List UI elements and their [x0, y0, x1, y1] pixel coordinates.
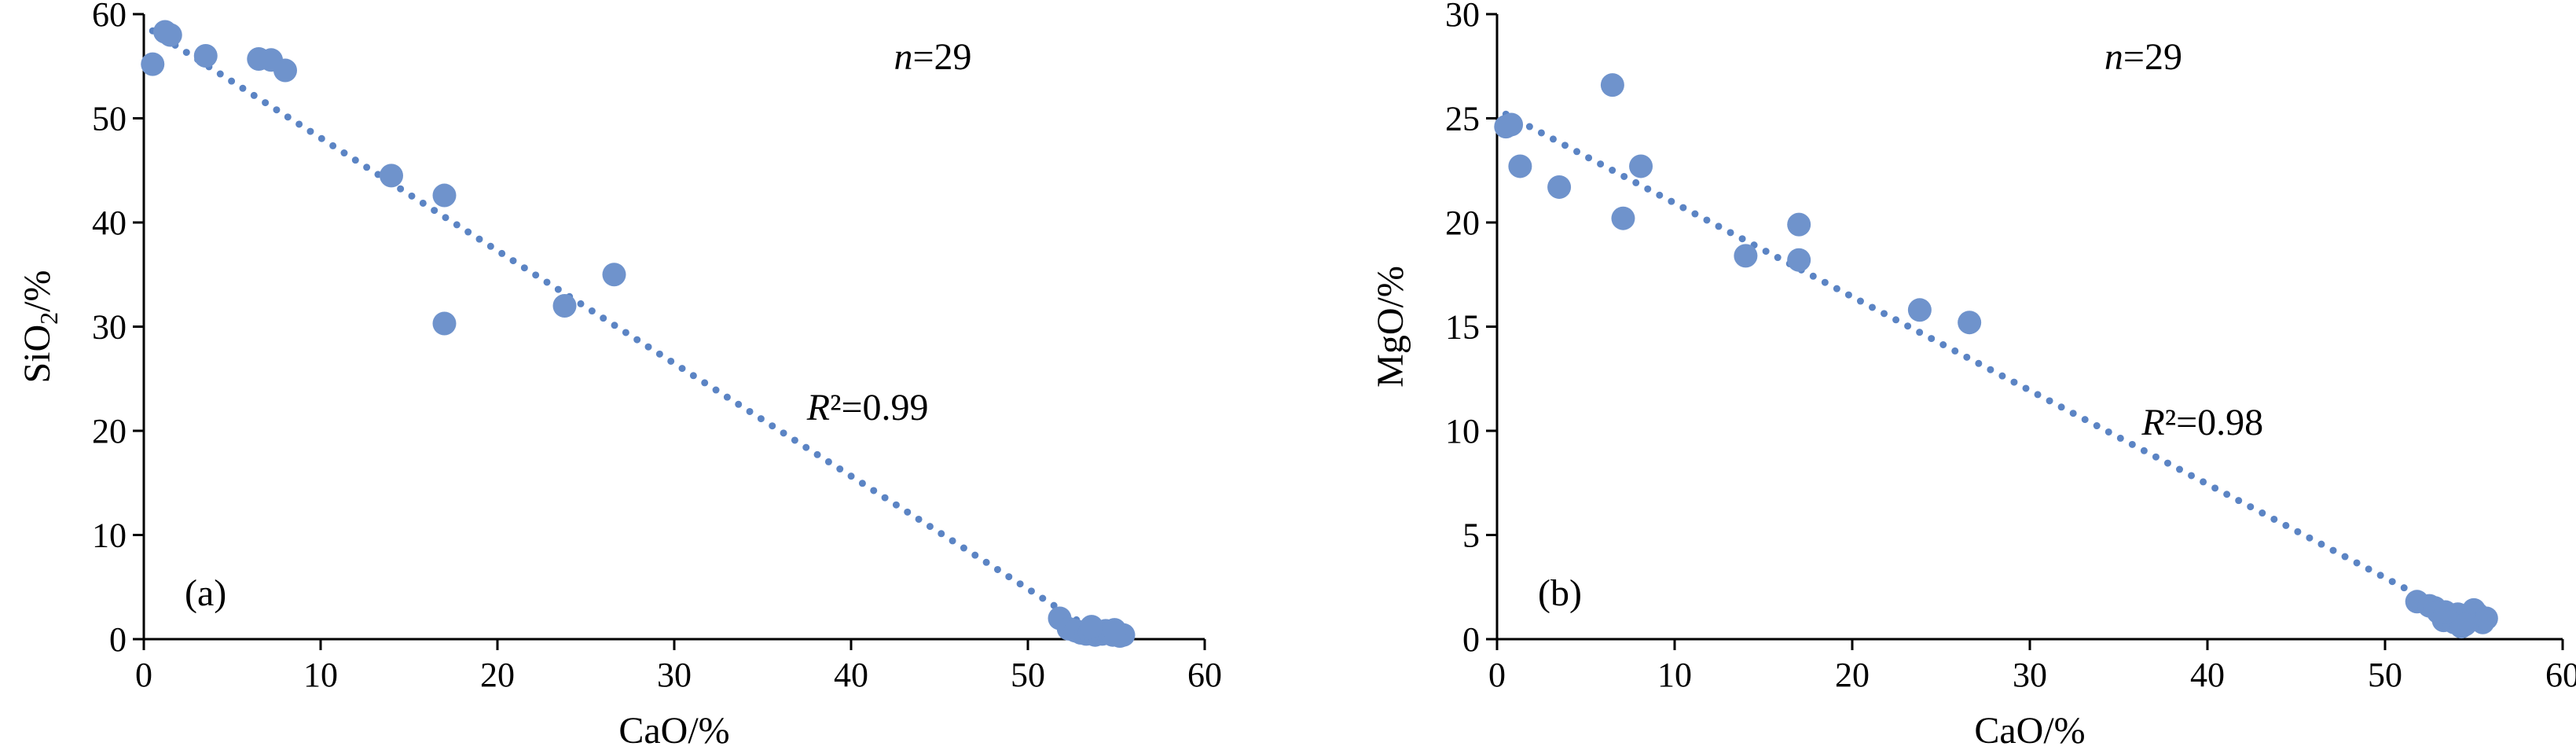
n-annotation: n=29	[894, 36, 971, 78]
y-tick-label: 20	[1445, 204, 1480, 242]
data-point	[1611, 206, 1635, 230]
x-tick-label: 20	[1835, 656, 1870, 694]
y-tick-label: 10	[1445, 412, 1480, 450]
data-point	[1103, 618, 1127, 642]
trendline	[149, 27, 1103, 638]
y-tick-label: 30	[1445, 0, 1480, 34]
y-tick-label: 40	[92, 204, 127, 242]
data-point	[552, 294, 577, 318]
x-tick-label: 50	[2368, 656, 2402, 694]
data-point	[2433, 600, 2457, 624]
y-tick-label: 60	[92, 0, 127, 34]
x-tick-label: 30	[657, 656, 692, 694]
x-tick-label: 0	[1488, 656, 1506, 694]
panel-label: (a)	[185, 572, 226, 614]
y-tick-label: 20	[92, 412, 127, 450]
x-tick-label: 10	[1657, 656, 1692, 694]
data-point	[141, 52, 165, 76]
data-point	[193, 44, 218, 68]
chart-a-svg: 0 10 20 30 40 50 60 0 10 20 30 40 50 60 CaO/% SiO2/% n=2…	[17, 0, 1222, 750]
x-tick-label: 0	[135, 656, 152, 694]
data-point	[1600, 73, 1624, 97]
data-point	[1907, 298, 1932, 322]
y-tick-label: 0	[109, 620, 127, 659]
data-point	[1787, 212, 1811, 237]
n-annotation: n=29	[2104, 36, 2182, 78]
y-tick-label: 15	[1445, 308, 1480, 347]
x-tick-label: 40	[834, 656, 868, 694]
data-point	[1508, 154, 1532, 178]
panel-label: (b)	[1538, 572, 1582, 614]
chart-panel-a: 0 10 20 30 40 50 60 0 10 20 30 40 50 60 CaO/% SiO2/% n=2…	[17, 0, 1222, 750]
chart-b-svg: 0 5 10 15 20 25 30 0 10 20 30 40 50 60 CaO/% MgO/% n=29 R…	[1370, 0, 2576, 750]
y-tick-label: 10	[92, 517, 127, 555]
trendline	[1502, 110, 2478, 628]
data-point	[380, 164, 403, 188]
data-point	[1958, 311, 1982, 335]
x-tick-label: 60	[2545, 656, 2576, 694]
x-tick-label: 30	[2013, 656, 2047, 694]
y-tick-label: 50	[92, 100, 127, 138]
data-point	[1629, 154, 1653, 178]
y-tick-label: 5	[1462, 517, 1480, 555]
data-point	[273, 58, 297, 83]
x-axis-title: CaO/%	[618, 710, 729, 750]
x-axis-title: CaO/%	[1974, 710, 2085, 750]
data-point	[158, 23, 182, 47]
data-point	[2453, 612, 2477, 637]
y-tick-label: 25	[1445, 100, 1480, 138]
y-tick-label: 30	[92, 308, 127, 347]
r2-annotation: R²=0.99	[806, 387, 929, 428]
data-point	[1499, 112, 1524, 137]
x-tick-label: 10	[303, 656, 338, 694]
data-point	[2474, 606, 2498, 631]
data-point	[1547, 175, 1572, 199]
x-tick-label: 40	[2190, 656, 2225, 694]
chart-panel-b: 0 5 10 15 20 25 30 0 10 20 30 40 50 60 CaO/% MgO/% n=29 R…	[1288, 0, 2576, 750]
y-axis-title: MgO/%	[1370, 266, 1411, 388]
data-point	[1080, 615, 1103, 639]
data-point	[432, 183, 457, 208]
x-tick-label: 60	[1187, 656, 1222, 694]
y-axis-title: SiO2/%	[17, 270, 63, 383]
data-point	[1734, 244, 1758, 268]
data-point	[602, 263, 626, 287]
y-tick-label: 0	[1462, 620, 1480, 659]
x-tick-label: 50	[1011, 656, 1045, 694]
r2-annotation: R²=0.98	[2141, 402, 2263, 443]
x-tick-label: 20	[480, 656, 515, 694]
data-point	[1787, 248, 1811, 272]
data-point	[432, 311, 457, 336]
